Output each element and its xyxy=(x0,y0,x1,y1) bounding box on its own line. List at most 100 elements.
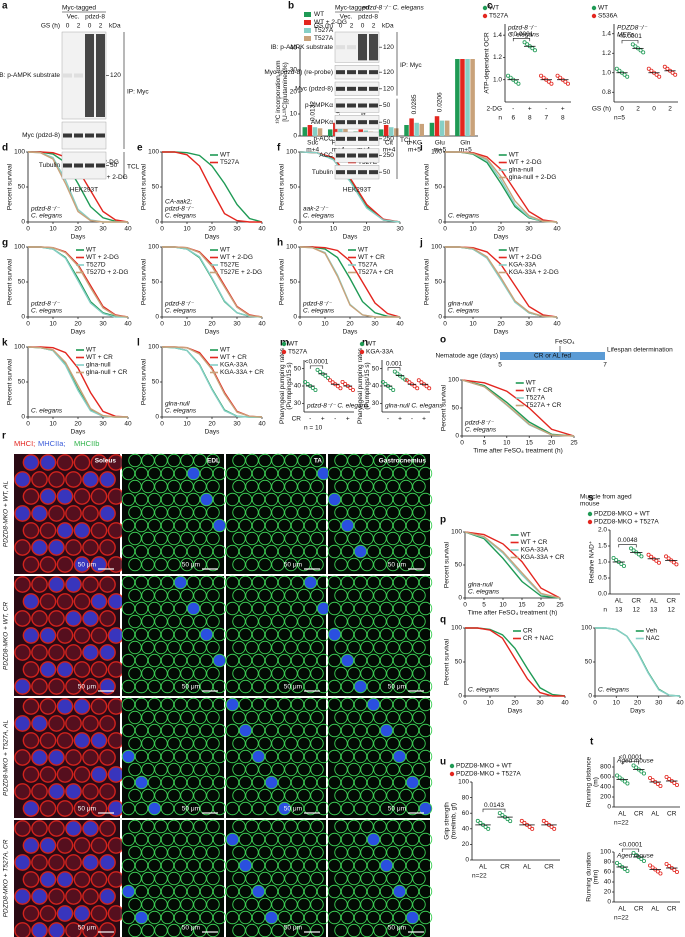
fiber xyxy=(310,640,324,655)
data-point xyxy=(427,386,432,391)
fiber xyxy=(173,832,188,847)
fiber xyxy=(399,871,413,886)
fiber xyxy=(82,783,99,800)
fiber xyxy=(147,627,162,642)
annotation: pdzd-8⁻/⁻ xyxy=(464,420,494,427)
panel-letter: i xyxy=(420,143,423,154)
fiber xyxy=(193,531,207,546)
fiber xyxy=(412,479,426,494)
fiber xyxy=(258,710,272,725)
fiber xyxy=(31,576,48,593)
fiber xyxy=(271,897,285,912)
annotation: C. elegans xyxy=(165,308,197,315)
fiber xyxy=(56,698,74,715)
x-tick-label: 0 xyxy=(652,106,656,113)
fiber xyxy=(418,601,433,616)
header: kDa xyxy=(382,23,394,30)
row-title: CR xyxy=(292,416,302,423)
fiber xyxy=(303,627,318,642)
blot-band xyxy=(369,34,378,61)
fiber xyxy=(56,800,74,817)
fiber xyxy=(392,627,407,642)
survival-curve xyxy=(300,246,401,318)
fiber xyxy=(360,788,374,803)
fiber xyxy=(186,627,201,642)
legend-label: WT xyxy=(509,247,519,254)
fiber xyxy=(412,762,426,777)
fiber xyxy=(297,710,311,725)
x-tick-label: AL xyxy=(615,598,623,605)
fiber xyxy=(386,505,400,520)
fiber xyxy=(82,922,99,937)
fiber xyxy=(206,736,220,751)
fiber xyxy=(245,588,259,603)
y-tick-label: 40 xyxy=(294,383,302,390)
fiber xyxy=(56,522,74,539)
fiber xyxy=(264,723,279,738)
data-point xyxy=(639,554,644,559)
fiber xyxy=(90,732,108,749)
fiber xyxy=(193,788,207,803)
survival-curve xyxy=(461,379,575,437)
x-tick-label: 20 xyxy=(497,226,505,233)
annotation: C. elegans xyxy=(598,687,630,694)
fiber xyxy=(154,614,168,629)
y-tick-label: 50 xyxy=(152,379,160,386)
fiber xyxy=(392,575,407,590)
fiber xyxy=(245,666,259,681)
fiber xyxy=(193,505,207,520)
fiber xyxy=(251,518,266,533)
fiber xyxy=(360,762,374,777)
fiber xyxy=(186,601,201,616)
header: mouse xyxy=(580,501,600,508)
fiber xyxy=(340,575,355,590)
fiber xyxy=(90,837,108,854)
fiber xyxy=(14,749,31,766)
blot-band xyxy=(74,163,83,168)
x-tick-label: - xyxy=(545,106,547,113)
data-point xyxy=(338,386,343,391)
fiber xyxy=(366,858,381,873)
x-tick-label: 0 xyxy=(160,421,164,428)
fiber xyxy=(39,661,57,678)
fiber xyxy=(399,762,413,777)
fiber xyxy=(141,871,155,886)
significance-bracket xyxy=(482,808,506,813)
fiber xyxy=(340,884,355,899)
blot-band xyxy=(63,163,72,168)
blot-band xyxy=(336,70,345,75)
x-tick-label: + xyxy=(422,416,426,423)
fiber xyxy=(56,556,74,573)
x-tick-label: - xyxy=(411,416,413,423)
x-tick-label: 30 xyxy=(99,321,107,328)
y-tick-label: 0 xyxy=(607,804,611,811)
data-point xyxy=(648,863,653,868)
fiber xyxy=(284,531,298,546)
fiber xyxy=(251,858,266,873)
fiber xyxy=(14,610,31,627)
legend-label: PDZD8-MKO + T527A xyxy=(456,771,521,778)
header: 2 xyxy=(99,23,103,30)
data-point xyxy=(506,73,511,78)
y-axis-label: Percent survival xyxy=(424,163,431,210)
fiber xyxy=(193,588,207,603)
y-tick-label: 50 xyxy=(290,279,298,286)
fiber xyxy=(297,762,311,777)
fiber xyxy=(264,679,279,694)
scale-label: 50 μm xyxy=(182,562,200,569)
annotation: C. elegans xyxy=(508,32,540,39)
fiber xyxy=(141,588,155,603)
fiber xyxy=(412,710,426,725)
blot-band xyxy=(336,153,345,158)
fiber xyxy=(128,736,142,751)
fiber xyxy=(22,488,40,505)
x-tick-label: 20 xyxy=(208,321,216,328)
blot-band xyxy=(358,70,367,75)
fiber xyxy=(180,614,194,629)
fiber xyxy=(65,749,82,766)
x-tick-label: 12 xyxy=(633,607,641,614)
blot-band xyxy=(96,163,105,168)
legend-marker xyxy=(449,763,455,769)
legend-swatch xyxy=(304,28,311,33)
fiber xyxy=(353,627,368,642)
